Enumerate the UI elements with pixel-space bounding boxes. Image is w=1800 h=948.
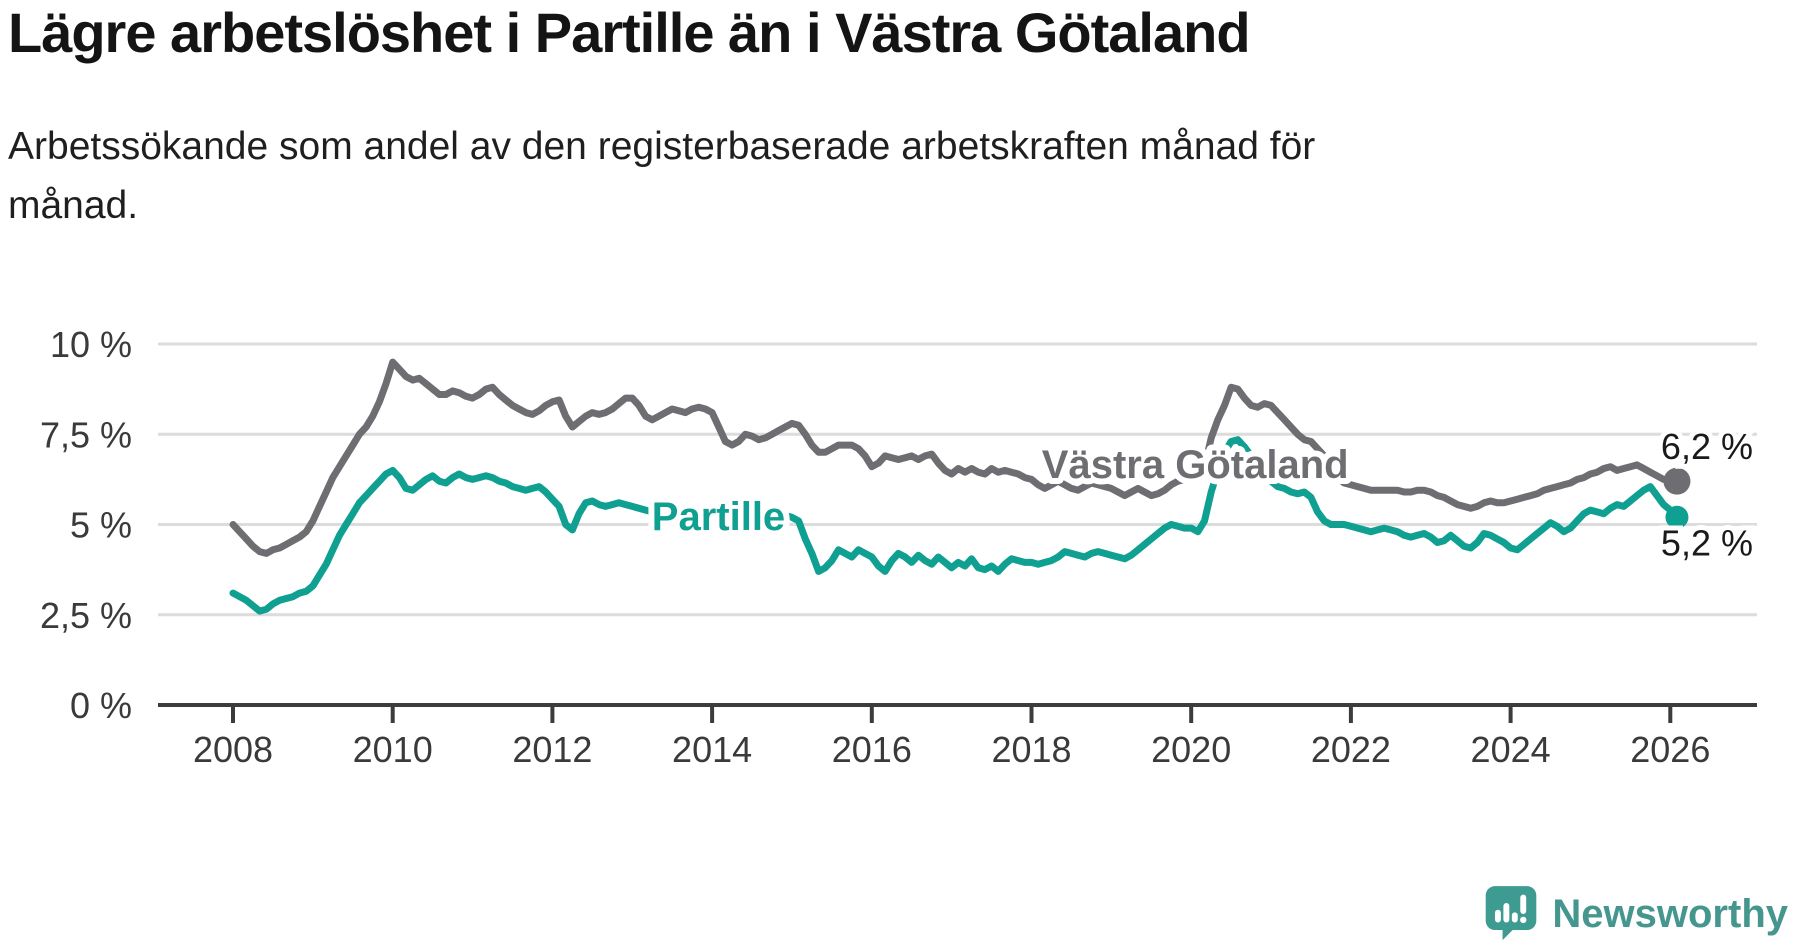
series-line-partille: [229, 436, 1681, 615]
y-axis-tick-label: 10 %: [50, 324, 132, 365]
x-axis-tick-label: 2020: [1151, 729, 1231, 770]
y-axis-tick-label: 2,5 %: [40, 595, 132, 636]
series-endpoint-dot-partille: [1665, 505, 1689, 529]
newsworthy-logo-icon: [1486, 886, 1537, 941]
end-value-label-v-stra-g-taland: 6,2 %: [1661, 426, 1753, 467]
x-axis-tick-label: 2026: [1630, 729, 1710, 770]
y-axis-tick-label: 0 %: [70, 685, 132, 726]
x-axis-tick-label: 2024: [1471, 729, 1551, 770]
chart-subtitle: Arbetssökande som andel av den registerb…: [8, 125, 1316, 227]
series-line-v-stra-g-taland: [229, 358, 1681, 557]
brand-footer: Newsworthy: [1484, 884, 1788, 944]
series-label-v-stra-g-taland: Västra Götaland: [1042, 443, 1349, 487]
series-label-partille: Partille: [652, 495, 785, 539]
series-endpoint-dot-v-stra-g-taland: [1663, 467, 1691, 495]
x-axis-tick-label: 2014: [672, 729, 752, 770]
y-axis-tick-label: 5 %: [70, 505, 132, 546]
x-axis-tick-label: 2018: [991, 729, 1071, 770]
x-axis-tick-label: 2010: [353, 729, 433, 770]
y-axis-tick-label: 7,5 %: [40, 414, 132, 455]
chart-title: Lägre arbetslöshet i Partille än i Västr…: [8, 1, 1251, 64]
x-axis-tick-label: 2016: [832, 729, 912, 770]
x-axis-tick-label: 2008: [193, 729, 273, 770]
end-value-label-partille: 5,2 %: [1661, 522, 1753, 563]
x-axis-tick-label: 2012: [512, 729, 592, 770]
brand-name: Newsworthy: [1552, 891, 1788, 936]
x-axis-tick-label: 2022: [1311, 729, 1391, 770]
